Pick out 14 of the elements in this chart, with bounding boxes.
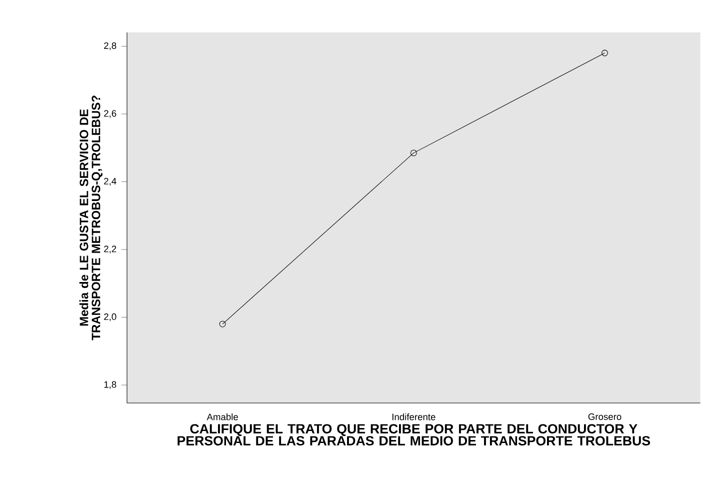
- point: [410, 150, 417, 156]
- y-tick-label: 2,2: [104, 246, 116, 254]
- x-tick-label: Amable: [206, 413, 238, 420]
- y-axis-title: Media de LE GUSTA EL SERVICIO DE TRANSPORTE METROBUS-Q,TROLEBUS?: [79, 96, 102, 340]
- y-tick-label: 2,0: [104, 313, 116, 322]
- y-tick-label: 1,8: [104, 381, 116, 389]
- y-tick-label: 2,8: [104, 42, 116, 50]
- x-tick-label: Grosero: [588, 413, 622, 420]
- point: [219, 320, 226, 328]
- x-axis-title: CALIFIQUE EL TRATO QUE RECIBE POR PARTE DEL CONDUCTOR Y PERSONAL DE LAS PARADAS DEL MEDIO DE TRANSPORTE TROLEBUS: [178, 424, 650, 446]
- point: [602, 50, 608, 56]
- y-tick-label: 2,4: [104, 178, 116, 186]
- y-tick-label: 2,6: [104, 110, 116, 118]
- x-tick-label: Indiferente: [392, 413, 436, 420]
